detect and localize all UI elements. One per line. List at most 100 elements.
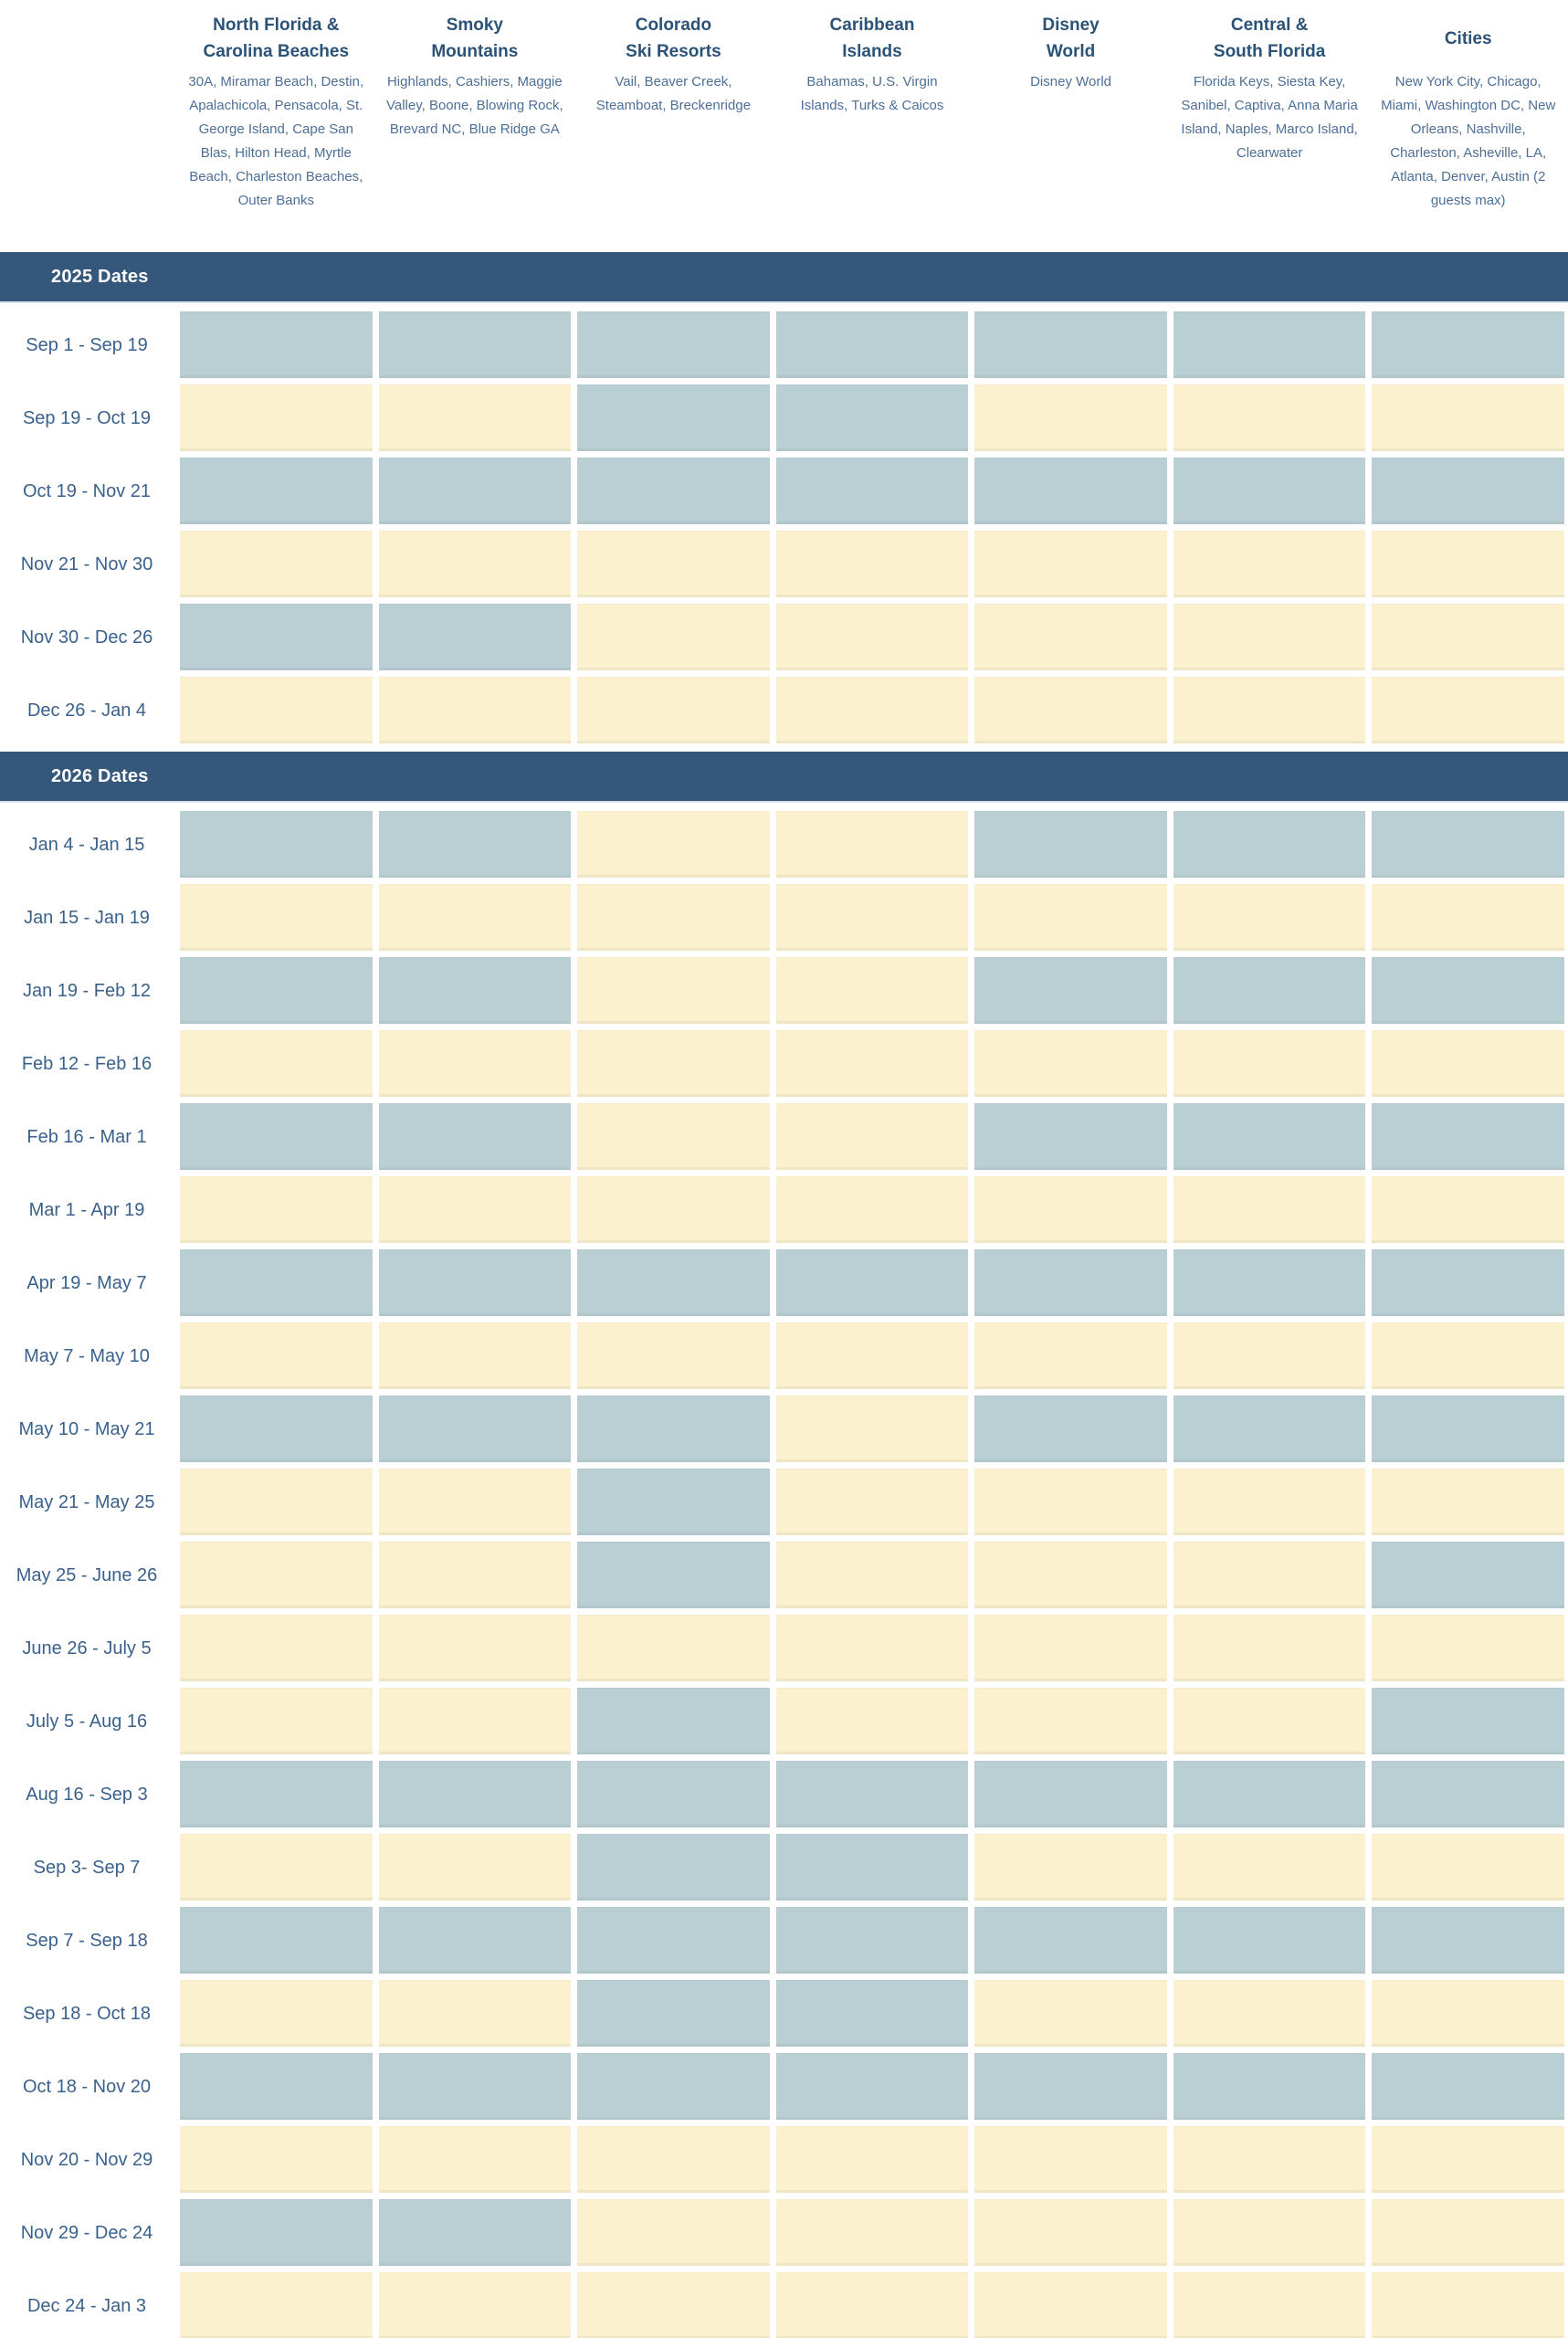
availability-cell <box>974 531 1167 597</box>
availability-cell <box>378 1907 572 1974</box>
availability-cell <box>1372 811 1564 878</box>
availability-cell <box>378 811 572 878</box>
region-areas: Highlands, Cashiers, Maggie Valley, Boon… <box>385 74 563 137</box>
date-range-label: Nov 30 - Dec 26 <box>20 627 153 648</box>
region-title: North Florida & Carolina Beaches <box>203 16 350 61</box>
availability-cell <box>180 1542 373 1608</box>
availability-cell <box>775 1688 969 1754</box>
date-row: July 5 - Aug 16 <box>0 1688 1564 1754</box>
availability-cell <box>974 604 1167 670</box>
availability-cell <box>1173 2053 1366 2120</box>
availability-cell <box>1372 1322 1564 1389</box>
availability-cell <box>1173 1688 1366 1754</box>
availability-cell <box>180 1030 373 1097</box>
date-range-label: Dec 24 - Jan 3 <box>26 2295 147 2316</box>
availability-cell <box>1372 1469 1564 1535</box>
availability-cell <box>1372 604 1564 670</box>
availability-cell <box>775 1030 969 1097</box>
availability-cell <box>180 2272 373 2338</box>
availability-cell <box>974 1103 1167 1170</box>
availability-cell <box>378 1980 572 2047</box>
availability-cell <box>775 1980 969 2047</box>
availability-cell <box>1372 2053 1564 2120</box>
availability-cell <box>577 1980 770 2047</box>
availability-cell <box>577 1103 770 1170</box>
availability-cell <box>577 1688 770 1754</box>
availability-cell <box>974 677 1167 743</box>
availability-cell <box>775 458 969 524</box>
region-areas: 30A, Miramar Beach, Destin, Apalachicola… <box>188 74 364 208</box>
availability-cell <box>775 384 969 451</box>
region-areas: Bahamas, U.S. Virgin Islands, Turks & Ca… <box>800 74 944 113</box>
year-banner: 2026 Dates <box>0 752 1568 803</box>
availability-cell <box>974 884 1167 951</box>
availability-cell <box>180 604 373 670</box>
availability-cell <box>1372 1176 1564 1243</box>
availability-cell <box>577 811 770 878</box>
availability-cell <box>1372 1907 1564 1974</box>
availability-cell <box>180 1907 373 1974</box>
date-range-label: Jan 15 - Jan 19 <box>24 907 150 928</box>
availability-cell <box>1173 1322 1366 1389</box>
availability-cell <box>378 2199 572 2266</box>
region-header: Colorado Ski Resorts Vail, Beaver Creek, … <box>577 11 770 118</box>
availability-cell <box>1372 1249 1564 1316</box>
availability-cell <box>1173 1249 1366 1316</box>
section-rows: Jan 4 - Jan 15 Jan 15 - Jan 19 Jan 19 - Fe… <box>0 803 1568 2338</box>
availability-cell <box>1372 677 1564 743</box>
availability-cell <box>1173 677 1366 743</box>
date-row: Sep 19 - Oct 19 <box>0 384 1564 451</box>
date-row: Nov 29 - Dec 24 <box>0 2199 1564 2266</box>
availability-cell <box>974 1469 1167 1535</box>
date-row: Dec 24 - Jan 3 <box>0 2272 1564 2338</box>
availability-cell <box>180 2199 373 2266</box>
availability-cell <box>974 1834 1167 1901</box>
date-range-label: Dec 26 - Jan 4 <box>26 700 147 721</box>
region-areas: Florida Keys, Siesta Key, Sanibel, Capti… <box>1181 74 1358 161</box>
region-title: Caribbean Islands <box>829 16 915 61</box>
availability-cell <box>378 1688 572 1754</box>
availability-cell <box>577 531 770 597</box>
availability-cell <box>577 1907 770 1974</box>
availability-cell <box>378 604 572 670</box>
date-range-label: Sep 1 - Sep 19 <box>26 334 148 355</box>
availability-cell <box>1173 1030 1366 1097</box>
availability-cell <box>378 1103 572 1170</box>
availability-cell <box>378 957 572 1024</box>
date-range-label: Oct 18 - Nov 20 <box>22 2076 152 2097</box>
availability-cell <box>775 811 969 878</box>
availability-cell <box>974 1615 1167 1681</box>
date-range-label: Sep 3- Sep 7 <box>33 1857 141 1878</box>
availability-cell <box>577 677 770 743</box>
availability-cell <box>1173 957 1366 1024</box>
availability-cell <box>1173 384 1366 451</box>
availability-cell <box>974 311 1167 378</box>
availability-cell <box>775 1176 969 1243</box>
availability-cell <box>775 2126 969 2193</box>
availability-cell <box>180 1103 373 1170</box>
availability-cell <box>1372 2199 1564 2266</box>
availability-cell <box>775 1615 969 1681</box>
availability-cell <box>974 1980 1167 2047</box>
availability-cell <box>1372 1761 1564 1827</box>
availability-cell <box>577 1761 770 1827</box>
date-range-label: May 25 - June 26 <box>16 1564 158 1585</box>
availability-cell <box>1173 1176 1366 1243</box>
availability-cell <box>577 2126 770 2193</box>
availability-cell <box>974 1030 1167 1097</box>
date-row: Nov 20 - Nov 29 <box>0 2126 1564 2193</box>
availability-cell <box>180 677 373 743</box>
availability-cell <box>180 1322 373 1389</box>
availability-cell <box>180 2053 373 2120</box>
date-range-label: Mar 1 - Apr 19 <box>28 1199 145 1220</box>
date-range-label: Apr 19 - May 7 <box>26 1272 147 1293</box>
availability-cell <box>1173 1395 1366 1462</box>
date-range-label: Sep 19 - Oct 19 <box>22 407 152 428</box>
availability-cell <box>775 2053 969 2120</box>
region-areas: Disney World <box>1030 74 1112 90</box>
availability-cell <box>577 1542 770 1608</box>
availability-cell <box>577 2272 770 2338</box>
availability-cell <box>180 1615 373 1681</box>
date-range-label: May 7 - May 10 <box>24 1345 150 1366</box>
availability-cell <box>1372 957 1564 1024</box>
